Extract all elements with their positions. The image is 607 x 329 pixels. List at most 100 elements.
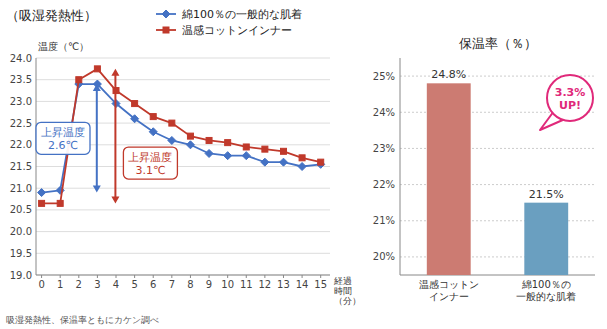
- chart-root: 19.019.520.020.521.021.522.022.523.023.5…: [0, 0, 607, 329]
- y-tick-label: 21.0: [10, 183, 32, 194]
- text-line: UP!: [559, 99, 581, 112]
- x-tick: [227, 275, 228, 278]
- y-tick-label: 25%: [373, 71, 395, 82]
- annotation-arrow: [114, 74, 116, 199]
- y-tick-label: 24%: [373, 107, 395, 118]
- x-axis-line: [36, 275, 330, 276]
- bar-chart: 20%21%22%23%24%25%保温率（％）温感コットンインナー綿100％の…: [373, 36, 595, 302]
- bar: [427, 83, 471, 275]
- x-tick: [97, 275, 98, 278]
- grid-line: [36, 188, 330, 189]
- x-tick: [60, 275, 61, 278]
- y-tick-label: 22.0: [10, 139, 32, 150]
- text-line: 上昇温度: [41, 126, 85, 139]
- x-tick-label: 13: [277, 279, 290, 290]
- annotation-arrowhead: [111, 69, 119, 76]
- x-tick-label: 3: [94, 279, 100, 290]
- point: [261, 158, 269, 166]
- series-line: [42, 84, 321, 192]
- grid-line: [36, 231, 330, 232]
- x-tick-label: 温感コットンインナー: [419, 279, 479, 302]
- x-tick-label: 14: [296, 279, 309, 290]
- legend: 綿100％の一般的な肌着温感コットンインナー: [156, 8, 302, 37]
- point: [206, 137, 212, 143]
- x-tick: [190, 275, 191, 278]
- caption: 吸湿発熱性、保温率ともにカケン調べ: [6, 315, 159, 325]
- x-tick: [283, 275, 284, 278]
- y-tick-label: 23.0: [10, 96, 32, 107]
- y-tick-label: 21.5: [10, 161, 32, 172]
- data-label: 24.8%: [431, 68, 466, 81]
- chart-title: （吸湿発熱性）: [6, 8, 97, 23]
- point: [298, 163, 306, 171]
- point: [279, 158, 287, 166]
- y-tick-label: 22.5: [10, 118, 32, 129]
- point: [262, 146, 268, 152]
- annotation-box: [123, 147, 177, 179]
- x-tick-label: 8: [187, 279, 193, 290]
- point: [186, 141, 194, 149]
- x-tick: [246, 275, 247, 278]
- annotation-text: 上昇温度2.6℃: [41, 126, 85, 152]
- x-tick: [320, 275, 321, 278]
- grid-line: [36, 275, 330, 276]
- point: [280, 148, 286, 154]
- legend-marker: [162, 10, 170, 18]
- y-axis-label: 温度（℃）: [38, 41, 89, 52]
- x-tick-label: 15: [314, 279, 327, 290]
- bubble-text: 3.3%UP!: [555, 86, 586, 112]
- x-tick: [134, 275, 135, 278]
- point: [94, 66, 100, 72]
- x-tick-label: 2: [76, 279, 82, 290]
- text-line: 綿100％の: [521, 279, 571, 290]
- x-tick: [302, 275, 303, 278]
- annotation-arrowhead: [93, 186, 101, 193]
- x-tick: [264, 275, 265, 278]
- annotation-box: [36, 122, 90, 154]
- x-tick: [153, 275, 154, 278]
- y-tick-label: 22%: [373, 179, 395, 190]
- x-tick: [171, 275, 172, 278]
- annotation-text: 上昇温度3.1℃: [128, 151, 172, 177]
- annotation-arrowhead: [111, 196, 119, 203]
- grid-line: [36, 58, 330, 59]
- text-line: 一般的な肌着: [516, 291, 576, 302]
- text-line: 温感コットン: [419, 279, 479, 290]
- grid-line: [36, 253, 330, 254]
- x-tick-label: 7: [169, 279, 175, 290]
- x-tick-label: 5: [131, 279, 137, 290]
- point: [76, 77, 82, 83]
- point: [299, 155, 305, 161]
- x-tick-label: 0: [38, 279, 44, 290]
- x-tick: [41, 275, 42, 278]
- text-line: 2.6℃: [48, 139, 78, 152]
- point: [242, 152, 250, 160]
- grid-line: [36, 166, 330, 167]
- y-axis-line: [36, 58, 37, 275]
- x-tick-label: 12: [259, 279, 272, 290]
- point: [225, 140, 231, 146]
- grid-line: [36, 101, 330, 102]
- annotation-arrow: [96, 89, 98, 187]
- point: [38, 189, 46, 197]
- y-tick-label: 23.5: [10, 74, 32, 85]
- x-tick-label: 10: [221, 279, 234, 290]
- point: [318, 159, 324, 165]
- text-line: インナー: [429, 291, 469, 302]
- text-line: 3.1℃: [135, 164, 165, 177]
- x-tick-label: 綿100％の一般的な肌着: [516, 279, 576, 302]
- line-chart: 19.019.520.020.521.021.522.022.523.023.5…: [6, 8, 361, 306]
- point: [57, 200, 63, 206]
- point: [150, 114, 156, 120]
- data-label: 21.5%: [529, 188, 564, 201]
- point: [168, 136, 176, 144]
- y-tick-label: 20%: [373, 251, 395, 262]
- chart-title: 保温率（％）: [459, 36, 537, 51]
- x-tick-label: 6: [150, 279, 156, 290]
- y-axis-line: [400, 58, 401, 275]
- y-tick-label: 24.0: [10, 53, 32, 64]
- point: [205, 149, 213, 157]
- x-tick: [209, 275, 210, 278]
- x-tick-label: 11: [240, 279, 253, 290]
- x-axis-label: 経過時間（分）: [333, 276, 361, 306]
